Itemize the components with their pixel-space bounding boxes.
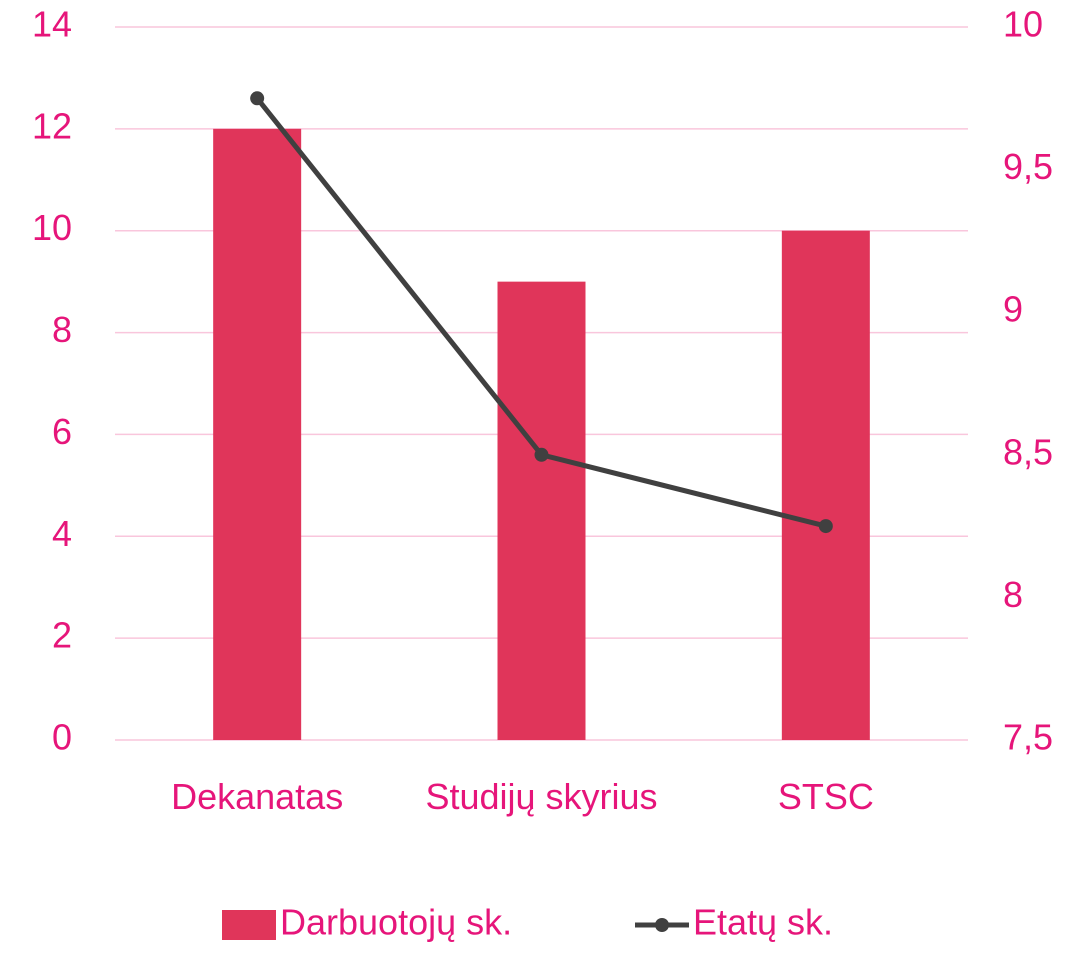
y2-tick-label: 8,5 bbox=[1003, 431, 1053, 472]
y2-tick-label: 8 bbox=[1003, 574, 1023, 615]
legend-label: Etatų sk. bbox=[693, 902, 833, 943]
legend-swatch-marker bbox=[655, 918, 669, 932]
y2-tick-label: 10 bbox=[1003, 4, 1043, 45]
line-marker bbox=[818, 519, 833, 534]
y-tick-label: 14 bbox=[32, 4, 72, 45]
y-tick-label: 10 bbox=[32, 207, 72, 248]
bar bbox=[781, 230, 870, 740]
y-tick-label: 4 bbox=[52, 513, 72, 554]
y2-tick-label: 7,5 bbox=[1003, 717, 1053, 758]
line-marker bbox=[250, 91, 265, 106]
x-tick-label: Studijų skyrius bbox=[425, 776, 658, 817]
y-tick-label: 6 bbox=[52, 411, 72, 452]
legend-label: Darbuotojų sk. bbox=[280, 902, 512, 943]
x-tick-label: Dekanatas bbox=[171, 776, 344, 817]
legend-swatch bbox=[222, 910, 276, 940]
y-tick-label: 12 bbox=[32, 105, 72, 146]
x-tick-label: STSC bbox=[777, 776, 874, 817]
bar bbox=[213, 128, 302, 740]
line-marker bbox=[534, 447, 549, 462]
y2-tick-label: 9,5 bbox=[1003, 146, 1053, 187]
y2-tick-label: 9 bbox=[1003, 289, 1023, 330]
y-tick-label: 0 bbox=[52, 717, 72, 758]
y-tick-label: 8 bbox=[52, 309, 72, 350]
y-tick-label: 2 bbox=[52, 615, 72, 656]
bar bbox=[497, 281, 586, 740]
